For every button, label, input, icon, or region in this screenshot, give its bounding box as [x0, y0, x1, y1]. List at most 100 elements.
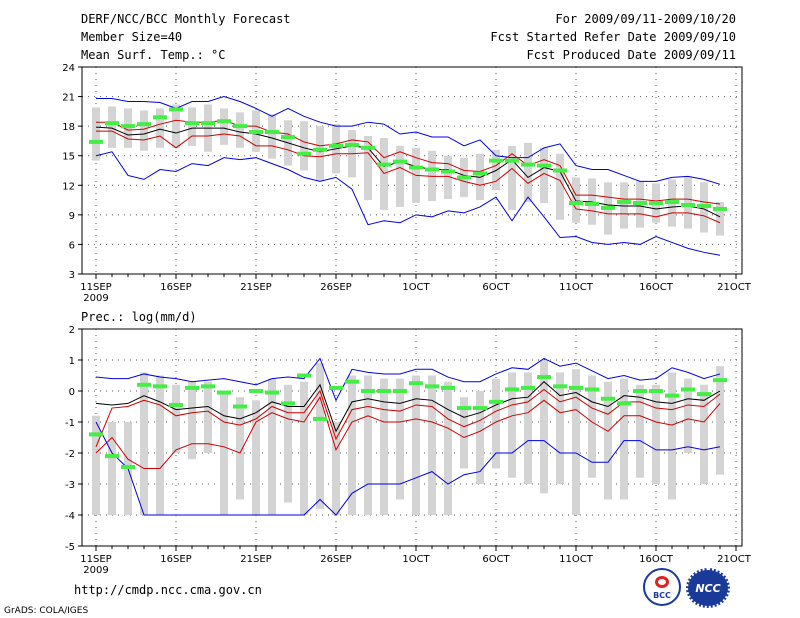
precipitation-spread-box: [396, 378, 404, 500]
precipitation-spread-box: [92, 415, 100, 515]
temperature-x-tick-label: 6OCT: [482, 282, 510, 293]
temperature-observed-marker: [473, 171, 487, 176]
precipitation-spread-box: [172, 384, 180, 453]
temperature-observed-marker: [217, 119, 231, 124]
precipitation-observed-marker: [489, 399, 503, 404]
precipitation-spread-box: [540, 360, 548, 494]
precipitation-y-tick-label: 0: [69, 387, 75, 398]
temperature-observed-marker: [569, 201, 583, 206]
temperature-x-year-label: 2009: [83, 293, 108, 304]
precipitation-observed-marker: [697, 392, 711, 397]
temperature-observed-marker: [313, 147, 327, 152]
temperature-observed-marker: [121, 124, 135, 129]
precipitation-spread-box: [236, 397, 244, 500]
precipitation-spread-box: [412, 375, 420, 515]
precipitation-spread-box: [492, 378, 500, 469]
temperature-observed-marker: [345, 142, 359, 147]
temperature-x-tick-label: 16OCT: [639, 282, 674, 293]
precipitation-y-tick-label: 2: [69, 325, 75, 336]
precipitation-spread-box: [428, 375, 436, 515]
precipitation-observed-marker: [297, 373, 311, 378]
precipitation-observed-marker: [393, 389, 407, 393]
temperature-spread-box: [524, 142, 532, 203]
temperature-observed-marker: [89, 139, 103, 144]
temperature-observed-marker: [665, 200, 679, 205]
precipitation-observed-marker: [665, 393, 679, 398]
precipitation-observed-marker: [153, 384, 167, 389]
precipitation-observed-marker: [633, 389, 647, 393]
forecast-start-date: Fcst Started Refer Date 2009/09/10: [490, 30, 736, 44]
ncc-logo-label: NCC: [695, 582, 721, 595]
precipitation-observed-marker: [473, 406, 487, 411]
precipitation-spread-box: [332, 422, 340, 515]
temperature-spread-box: [540, 147, 548, 204]
forecast-produced-date: Fcst Produced Date 2009/09/11: [526, 48, 736, 62]
source-url[interactable]: http://cmdp.ncc.cma.gov.cn: [74, 583, 262, 597]
precipitation-observed-marker: [569, 385, 583, 390]
precipitation-spread-box: [684, 378, 692, 453]
precipitation-spread-box: [316, 363, 324, 509]
temperature-observed-marker: [441, 169, 455, 174]
precipitation-observed-marker: [105, 454, 119, 459]
temperature-observed-marker: [697, 203, 711, 208]
bcc-logo-label: BCC: [653, 591, 671, 600]
precipitation-spread-box: [252, 400, 260, 515]
temperature-y-tick-label: 3: [69, 270, 75, 281]
precipitation-y-tick-label: -3: [65, 480, 75, 491]
temperature-observed-marker: [233, 124, 247, 129]
precip-title: Prec.: log(mm/d): [81, 310, 197, 324]
temperature-x-tick-label: 21SEP: [240, 282, 271, 293]
precipitation-x-tick-label: 1OCT: [402, 554, 430, 565]
precipitation-x-tick-label: 16SEP: [160, 554, 191, 565]
temperature-spread-box: [92, 107, 100, 161]
precipitation-mean-line: [95, 381, 721, 433]
precipitation-spread-box: [668, 372, 676, 500]
precipitation-x-tick-label: 11OCT: [559, 554, 594, 565]
temperature-min-line: [95, 151, 721, 256]
precipitation-observed-marker: [137, 382, 151, 387]
temperature-y-tick-label: 18: [62, 122, 75, 133]
precipitation-x-tick-label: 6OCT: [482, 554, 510, 565]
precipitation-spread-box: [444, 381, 452, 515]
precipitation-x-tick-label: 21OCT: [717, 554, 752, 565]
precipitation-y-tick-label: 1: [69, 356, 75, 367]
precipitation-observed-marker: [89, 432, 103, 437]
temperature-observed-marker: [377, 162, 391, 167]
temperature-observed-marker: [553, 168, 567, 173]
precipitation-spread-box: [604, 381, 612, 500]
precipitation-observed-marker: [681, 387, 695, 392]
precipitation-max-line: [95, 357, 721, 402]
temperature-observed-marker: [713, 206, 727, 211]
temperature-observed-marker: [489, 158, 503, 163]
temperature-spread-box: [236, 112, 244, 148]
precipitation-observed-marker: [281, 401, 295, 406]
temperature-observed-marker: [505, 158, 519, 163]
precipitation-observed-marker: [601, 396, 615, 401]
precipitation-spread-box: [508, 372, 516, 478]
temperature-spread-box: [140, 110, 148, 151]
temperature-spread-box: [364, 136, 372, 201]
bcc-logo: BCC: [643, 568, 681, 606]
precipitation-spread-box: [572, 369, 580, 515]
temperature-observed-marker: [249, 130, 263, 135]
precipitation-spread-box: [620, 378, 628, 500]
temperature-observed-marker: [633, 201, 647, 206]
precipitation-spread-box: [204, 381, 212, 453]
temperature-y-tick-label: 24: [62, 63, 75, 74]
precipitation-lower-line: [95, 396, 721, 469]
precipitation-spread-box: [188, 381, 196, 460]
precipitation-observed-marker: [249, 389, 263, 393]
member-size: Member Size=40: [81, 30, 183, 44]
precipitation-min-line: [95, 421, 721, 516]
temperature-spread-box: [716, 202, 724, 236]
temperature-observed-marker: [585, 202, 599, 207]
temperature-observed-marker: [265, 130, 279, 135]
temperature-max-line: [96, 96, 721, 185]
precipitation-observed-marker: [217, 390, 231, 395]
temperature-observed-marker: [393, 159, 407, 164]
precipitation-observed-marker: [617, 401, 631, 406]
temperature-observed-marker: [297, 151, 311, 156]
temperature-observed-marker: [409, 165, 423, 170]
precipitation-observed-marker: [185, 385, 199, 390]
precipitation-spread-box: [588, 375, 596, 478]
